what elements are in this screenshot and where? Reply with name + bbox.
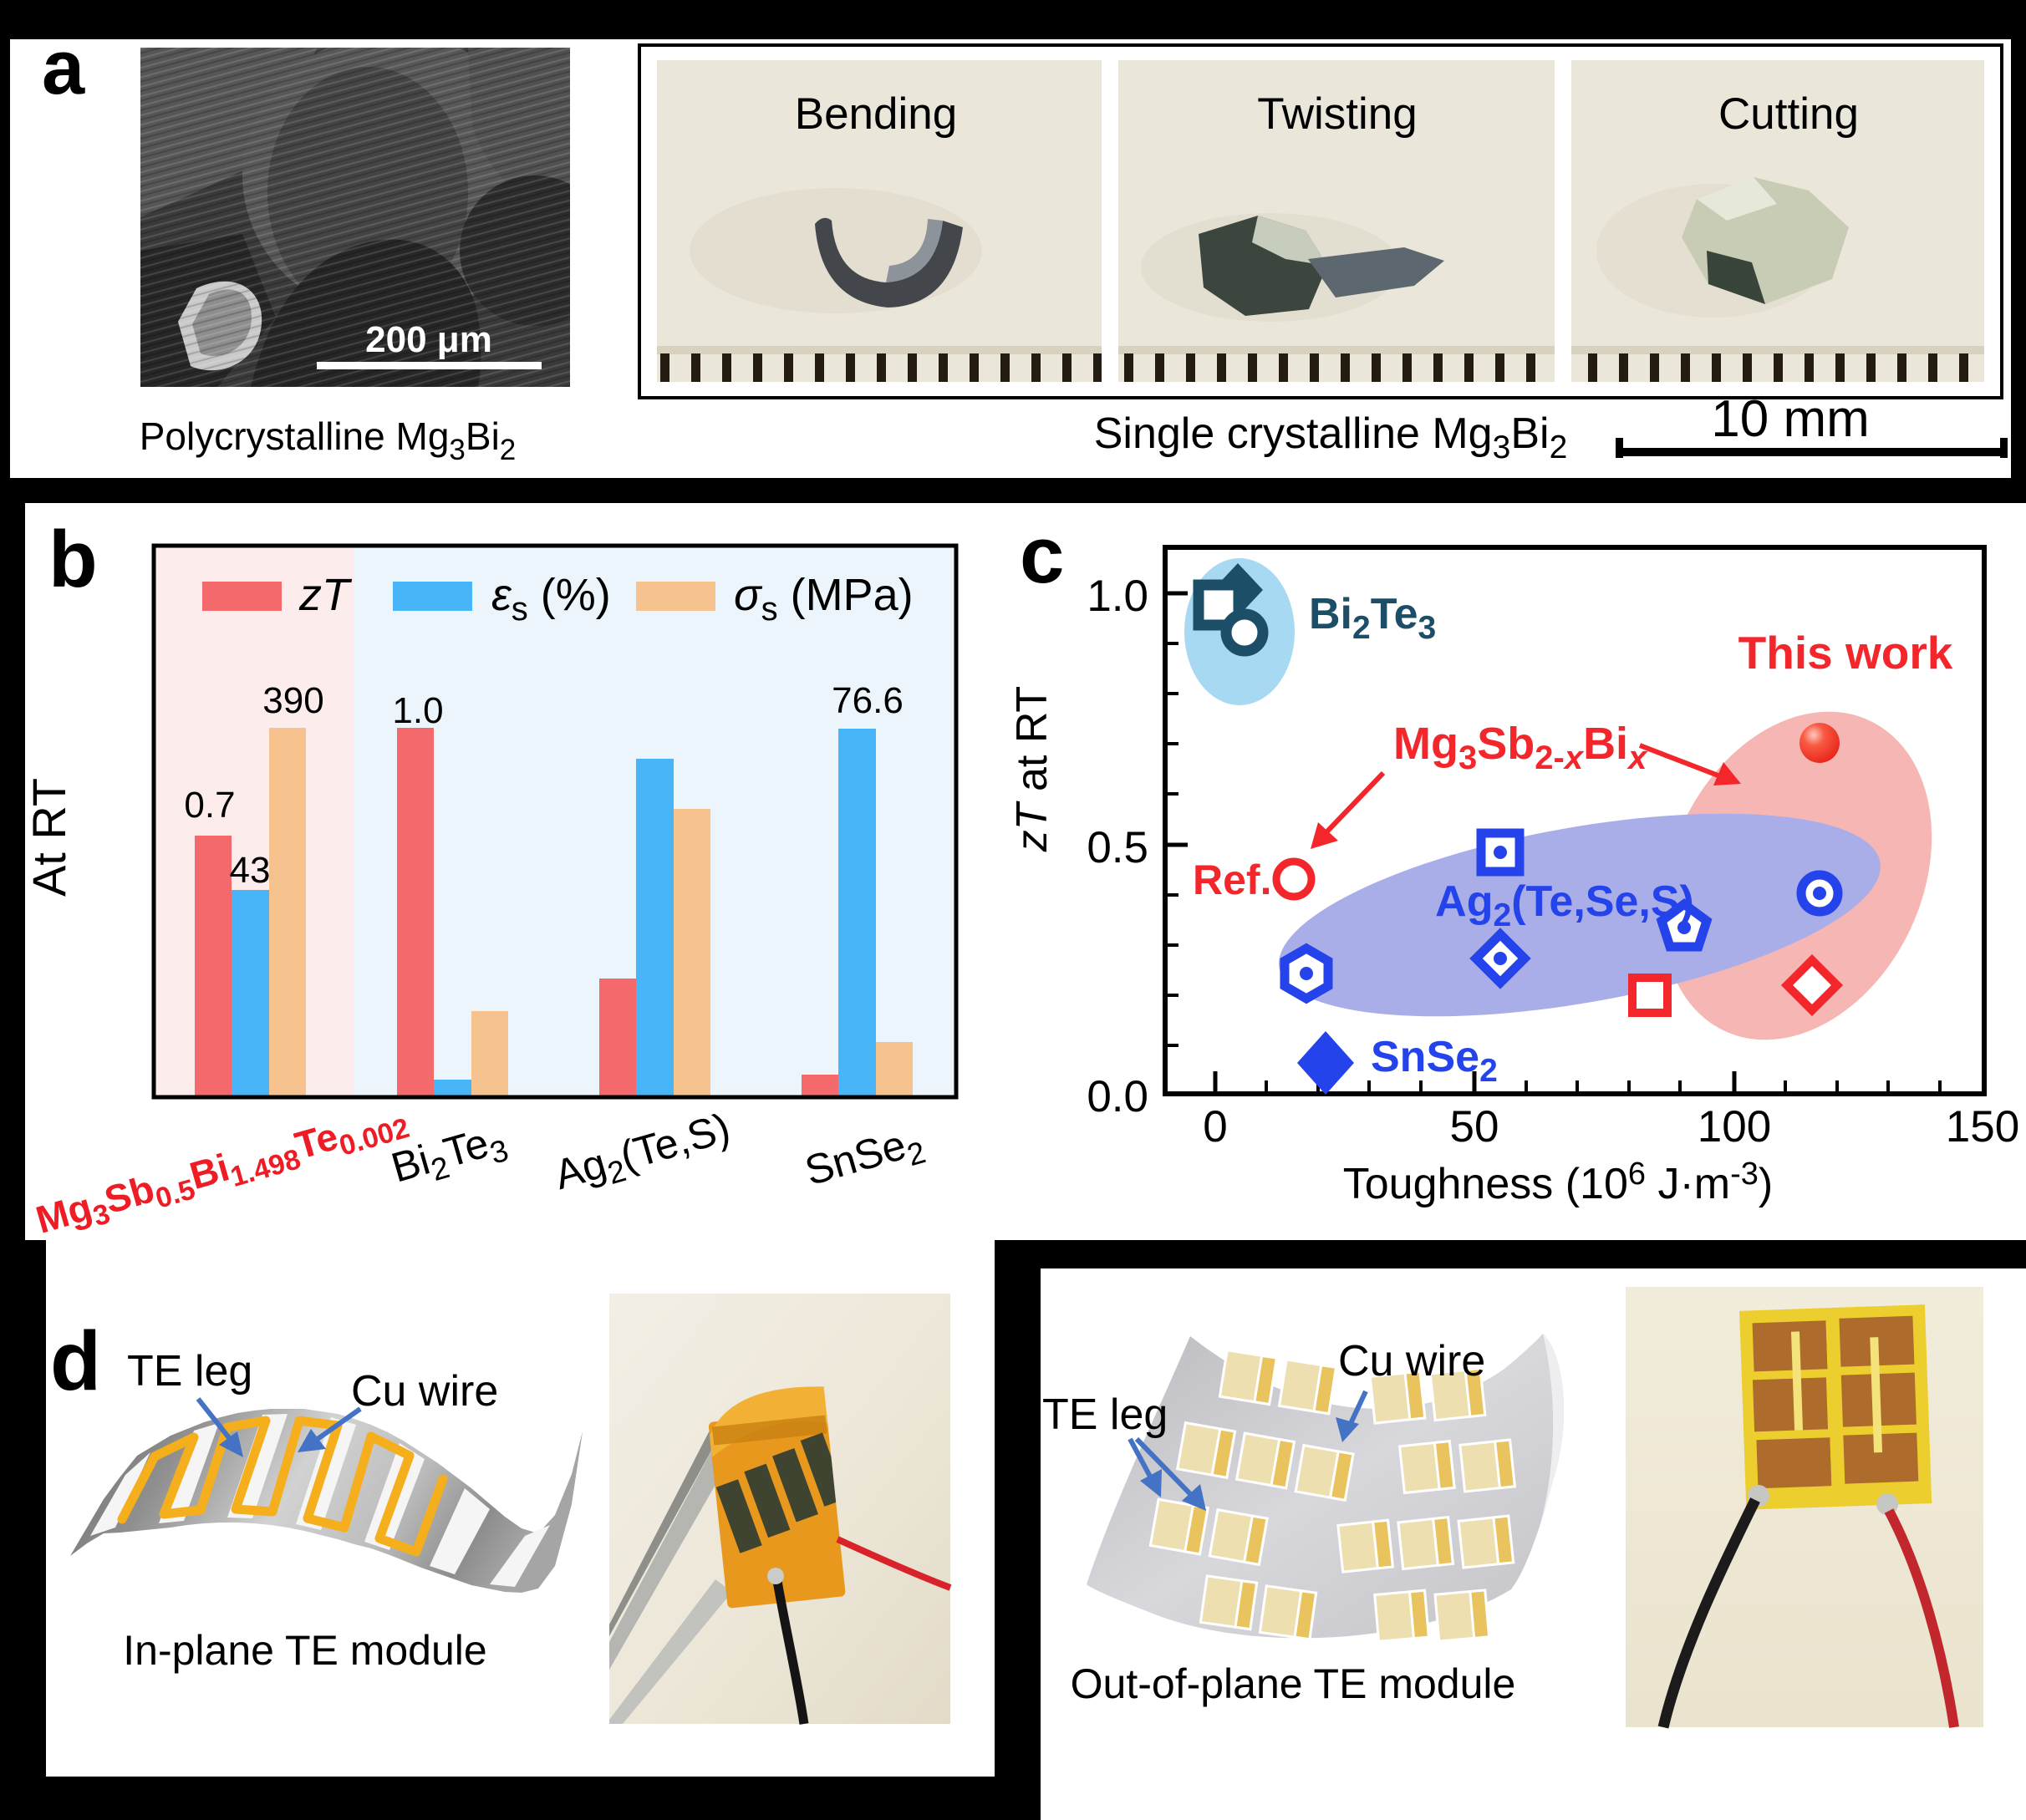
svg-text:zT: zT: [298, 570, 353, 620]
svg-text:0.0: 0.0: [1087, 1072, 1148, 1121]
svg-text:a: a: [42, 39, 85, 110]
svg-text:43: 43: [230, 850, 271, 891]
svg-text:1.0: 1.0: [1087, 572, 1148, 621]
svg-text:Cu wire: Cu wire: [351, 1367, 498, 1416]
svg-text:TE leg: TE leg: [1042, 1390, 1168, 1439]
svg-text:Bi2Te3: Bi2Te3: [1309, 590, 1436, 646]
svg-text:50: 50: [1450, 1102, 1499, 1151]
svg-text:TE leg: TE leg: [127, 1347, 252, 1396]
svg-text:Mg3Sb2-xBix: Mg3Sb2-xBix: [1393, 719, 1648, 776]
svg-text:390: 390: [262, 680, 323, 721]
svg-text:Twisting: Twisting: [1257, 89, 1417, 139]
svg-text:100: 100: [1698, 1102, 1771, 1151]
svg-text:σs (MPa): σs (MPa): [734, 570, 914, 628]
svg-text:c: c: [1020, 511, 1064, 600]
svg-text:Single crystalline Mg3Bi2: Single crystalline Mg3Bi2: [1094, 409, 1568, 465]
svg-text:0: 0: [1203, 1102, 1227, 1151]
svg-text:b: b: [48, 515, 98, 604]
svg-text:Ref.: Ref.: [1193, 857, 1271, 903]
svg-text:Toughness (106 J·m-3): Toughness (106 J·m-3): [1343, 1157, 1773, 1208]
svg-text:Cu wire: Cu wire: [1338, 1337, 1485, 1385]
svg-text:At RT: At RT: [25, 778, 75, 897]
svg-text:Bending: Bending: [795, 89, 958, 139]
svg-text:0.7: 0.7: [184, 785, 235, 826]
svg-text:This work: This work: [1738, 627, 1953, 679]
svg-text:0.5: 0.5: [1087, 823, 1148, 872]
svg-text:150: 150: [1946, 1102, 2019, 1151]
svg-text:10 mm: 10 mm: [1711, 390, 1869, 448]
svg-text:Cutting: Cutting: [1718, 89, 1859, 139]
svg-text:1.0: 1.0: [392, 690, 443, 731]
svg-text:76.6: 76.6: [832, 680, 904, 721]
svg-text:εs (%): εs (%): [491, 570, 611, 628]
svg-text:d: d: [50, 1314, 101, 1408]
svg-text:Out-of-plane TE module: Out-of-plane TE module: [1071, 1660, 1516, 1707]
svg-text:zT at RT: zT at RT: [1008, 686, 1056, 852]
svg-text:Ag2(Te,Se,S): Ag2(Te,Se,S): [1435, 877, 1694, 933]
svg-text:In-plane TE module: In-plane TE module: [123, 1627, 486, 1674]
svg-text:SnSe2: SnSe2: [1371, 1033, 1498, 1089]
svg-text:200 μm: 200 μm: [365, 319, 492, 360]
